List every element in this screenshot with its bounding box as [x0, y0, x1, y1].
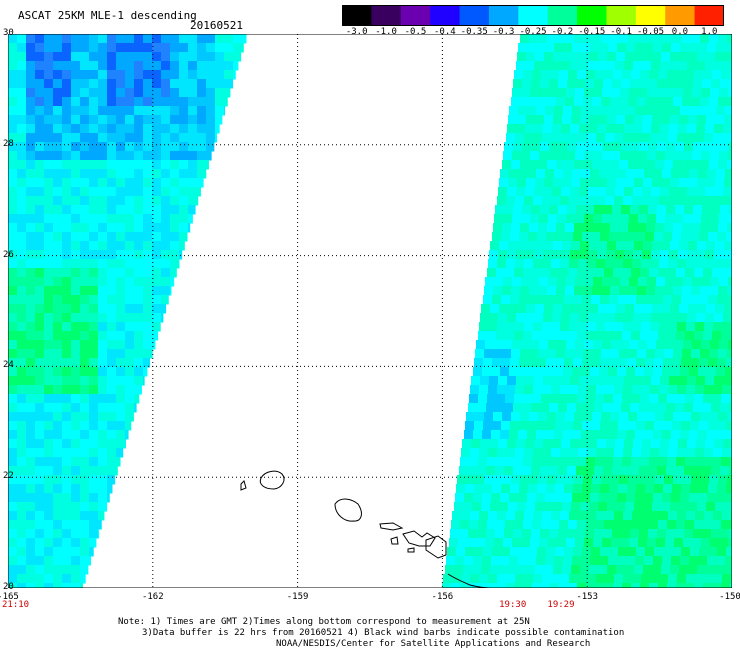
colorbar-swatch — [400, 5, 431, 25]
y-tick-label: 20 — [3, 582, 14, 592]
colorbar-label: -0.05 — [636, 27, 665, 37]
colorbar-swatch — [635, 5, 666, 25]
x-tick-label: -162 — [141, 592, 164, 602]
island-kahoolawe — [407, 547, 415, 553]
y-tick-label: 26 — [3, 249, 14, 260]
island-niihau — [240, 480, 247, 491]
colorbar-swatch — [606, 5, 637, 25]
island-maui — [402, 530, 436, 547]
time-label: 19:29 — [547, 600, 575, 610]
x-tick-label: -165 — [0, 592, 19, 602]
island-kauai — [259, 470, 285, 490]
x-tick-label: -153 — [576, 592, 599, 602]
map-date: 20160521 — [190, 19, 243, 32]
map-title: ASCAT 25KM MLE-1 descending — [18, 9, 197, 22]
colorbar-label: -0.2 — [551, 27, 574, 37]
colorbar-swatch — [488, 5, 519, 25]
colorbar-label: -3.0 — [345, 27, 368, 37]
map-plot — [8, 34, 732, 588]
note-line-3: NOAA/NESDIS/Center for Satellite Applica… — [276, 639, 591, 649]
island-molokai — [379, 522, 404, 531]
colorbar-label: -0.4 — [434, 27, 456, 37]
colorbar-label: -1.0 — [375, 27, 397, 37]
swath-left — [8, 34, 247, 588]
colorbar-swatch — [577, 5, 607, 25]
swath-right — [442, 34, 732, 588]
colorbar-label: -0.25 — [519, 27, 547, 37]
colorbar-label: -0.3 — [492, 27, 515, 37]
y-tick-label: 28 — [3, 138, 14, 149]
island-hawaii — [425, 535, 447, 559]
colorbar-swatch — [694, 5, 724, 25]
x-tick-label: -156 — [431, 592, 454, 602]
colorbar-label: 0.0 — [671, 27, 689, 37]
colorbar-swatch — [518, 5, 549, 25]
colorbar-swatch — [547, 5, 578, 25]
colorbar-swatch — [342, 5, 372, 25]
colorbar-label: -0.35 — [460, 27, 488, 37]
colorbar-swatch — [665, 5, 696, 25]
y-tick-label: 22 — [3, 471, 14, 482]
grid-lines — [8, 34, 732, 588]
x-tick-label: -159 — [286, 592, 309, 602]
colorbar-swatch — [430, 5, 461, 25]
x-tick-label: -150 — [719, 592, 740, 602]
time-label: 21:10 — [2, 600, 30, 610]
colorbar-swatch — [371, 5, 402, 25]
colorbar — [342, 5, 724, 26]
time-label: 19:30 — [499, 600, 527, 610]
colorbar-label: -0.1 — [610, 27, 632, 37]
colorbar-label: 1.0 — [701, 27, 718, 37]
note-line-2: 3)Data buffer is 22 hrs from 20160521 4)… — [142, 628, 625, 638]
island-oahu — [334, 498, 362, 522]
y-tick-label: 30 — [3, 28, 14, 38]
footnotes: Note: 1) Times are GMT 2)Times along bot… — [118, 617, 624, 650]
colorbar-label: -0.5 — [404, 27, 427, 37]
y-tick-label: 24 — [3, 360, 14, 371]
note-line-1: Note: 1) Times are GMT 2)Times along bot… — [118, 617, 530, 627]
colorbar-swatch — [459, 5, 490, 25]
island-lanai — [390, 536, 399, 545]
colorbar-label: -0.15 — [578, 27, 606, 37]
